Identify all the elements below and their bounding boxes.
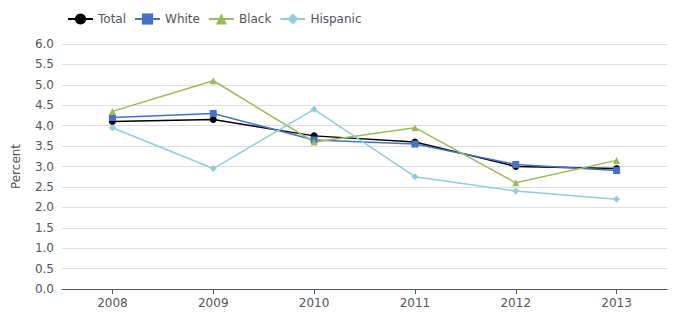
svg-text:2012: 2012	[500, 296, 531, 310]
svg-text:0.0: 0.0	[35, 282, 54, 296]
svg-text:Percent: Percent	[9, 144, 23, 189]
svg-text:1.5: 1.5	[35, 221, 54, 235]
svg-text:Hispanic: Hispanic	[310, 12, 361, 26]
svg-text:0.5: 0.5	[35, 262, 54, 276]
svg-text:3.0: 3.0	[35, 160, 54, 174]
svg-text:2009: 2009	[198, 296, 229, 310]
svg-text:1.0: 1.0	[35, 241, 54, 255]
svg-text:5.5: 5.5	[35, 57, 54, 71]
svg-text:5.0: 5.0	[35, 78, 54, 92]
svg-text:White: White	[165, 12, 200, 26]
svg-text:2008: 2008	[97, 296, 128, 310]
svg-text:Total: Total	[97, 12, 126, 26]
svg-text:2011: 2011	[400, 296, 431, 310]
svg-text:6.0: 6.0	[35, 37, 54, 51]
svg-text:Black: Black	[239, 12, 272, 26]
svg-text:4.5: 4.5	[35, 98, 54, 112]
svg-text:4.0: 4.0	[35, 119, 54, 133]
svg-text:3.5: 3.5	[35, 139, 54, 153]
svg-text:2.0: 2.0	[35, 200, 54, 214]
svg-text:2013: 2013	[601, 296, 632, 310]
svg-text:2.5: 2.5	[35, 180, 54, 194]
svg-text:2010: 2010	[299, 296, 330, 310]
